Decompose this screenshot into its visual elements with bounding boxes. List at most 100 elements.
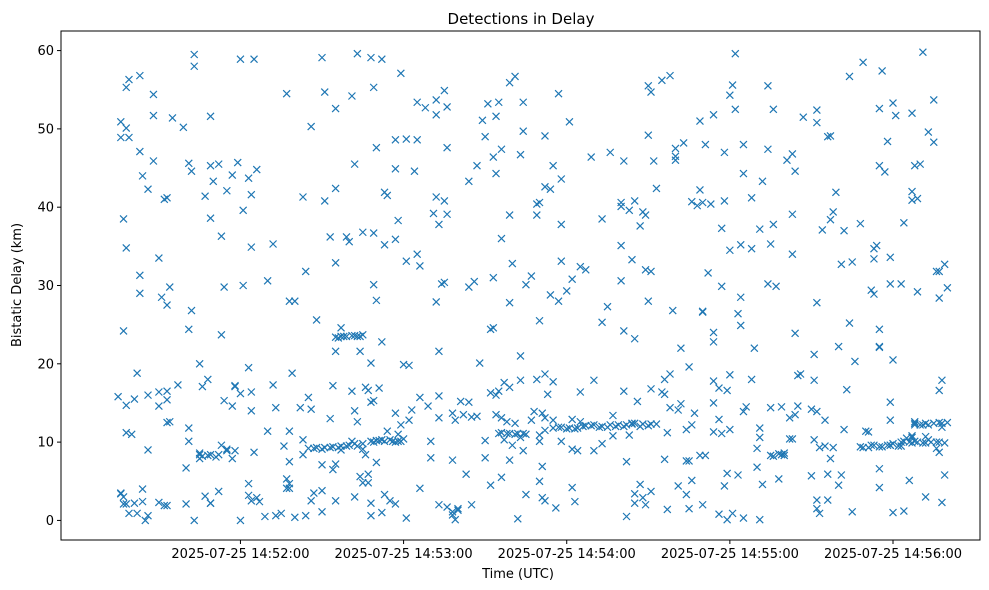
data-point — [589, 446, 598, 455]
data-point — [598, 439, 606, 448]
data-point — [725, 91, 734, 100]
data-point — [549, 377, 558, 386]
data-point — [356, 347, 365, 356]
data-point — [633, 397, 642, 406]
data-point — [435, 347, 443, 356]
data-point — [641, 265, 650, 274]
data-point — [516, 433, 525, 442]
data-point — [644, 131, 653, 140]
x-tick-label: 2025-07-25 14:56:00 — [824, 547, 962, 562]
x-axis: 2025-07-25 14:52:00 2025-07-25 14:53:00 20… — [171, 540, 962, 562]
data-point — [239, 206, 248, 215]
data-point — [394, 437, 403, 446]
data-point — [122, 83, 131, 92]
data-point — [538, 409, 547, 418]
data-point — [823, 470, 832, 479]
data-point — [522, 280, 530, 289]
data-point — [676, 399, 685, 408]
data-point — [312, 443, 321, 452]
data-point — [250, 55, 258, 64]
data-point — [353, 417, 362, 426]
data-point — [617, 202, 626, 211]
data-point — [497, 413, 506, 422]
data-point — [122, 500, 131, 508]
data-point — [299, 193, 307, 201]
data-point — [231, 382, 239, 391]
data-point — [769, 220, 778, 229]
data-point — [763, 145, 772, 154]
data-point — [783, 156, 791, 165]
data-point — [810, 350, 819, 359]
data-point — [747, 244, 756, 253]
data-point — [549, 161, 558, 170]
data-point — [195, 359, 204, 368]
data-point — [285, 427, 294, 436]
data-point — [214, 487, 223, 496]
data-point — [247, 496, 256, 505]
data-point — [720, 197, 729, 205]
data-point — [875, 342, 884, 351]
x-tick-label: 2025-07-25 14:52:00 — [171, 547, 309, 562]
data-point — [731, 105, 740, 114]
data-point — [516, 352, 525, 360]
data-point — [163, 395, 171, 404]
data-point — [899, 507, 908, 515]
data-point — [940, 471, 949, 479]
data-point — [562, 424, 571, 433]
data-point — [231, 446, 239, 455]
data-point — [867, 441, 876, 450]
data-point — [910, 419, 919, 428]
data-point — [190, 516, 199, 525]
data-point — [511, 419, 519, 428]
data-point — [674, 482, 683, 490]
data-point — [486, 388, 495, 397]
data-point — [734, 471, 742, 479]
data-point — [630, 489, 639, 498]
data-point — [399, 435, 408, 443]
data-point — [239, 281, 248, 290]
data-point — [356, 472, 365, 481]
data-point — [647, 487, 655, 496]
data-point — [851, 357, 859, 366]
data-point — [875, 442, 884, 451]
data-point — [698, 198, 707, 207]
data-point — [878, 67, 887, 75]
data-point — [320, 88, 329, 97]
data-point — [222, 186, 231, 195]
data-point — [435, 413, 443, 422]
data-point — [163, 501, 171, 510]
data-point — [429, 209, 438, 218]
data-point — [638, 207, 647, 216]
y-tick-label: 60 — [37, 44, 54, 59]
data-point — [736, 293, 745, 302]
data-point — [405, 361, 413, 370]
data-point — [910, 161, 919, 170]
data-point — [889, 508, 897, 517]
data-point — [736, 321, 745, 330]
data-point — [753, 444, 761, 453]
data-point — [467, 500, 476, 509]
data-point — [345, 237, 354, 246]
data-point — [875, 161, 884, 170]
data-point — [935, 294, 944, 302]
data-point — [331, 258, 340, 267]
data-point — [187, 306, 196, 315]
data-point — [663, 505, 672, 514]
data-point — [318, 486, 326, 495]
data-point — [135, 289, 144, 298]
data-point — [617, 198, 626, 207]
data-point — [353, 442, 362, 450]
data-point — [791, 167, 800, 176]
data-point — [130, 395, 139, 403]
data-point — [609, 411, 617, 420]
y-tick-label: 20 — [37, 357, 54, 372]
data-point — [609, 431, 617, 440]
data-point — [823, 132, 832, 141]
data-point — [647, 88, 655, 97]
data-point — [470, 277, 479, 286]
data-point — [785, 435, 794, 443]
data-point — [886, 280, 895, 288]
data-point — [829, 443, 838, 452]
data-point — [535, 477, 544, 486]
data-point — [532, 200, 541, 208]
